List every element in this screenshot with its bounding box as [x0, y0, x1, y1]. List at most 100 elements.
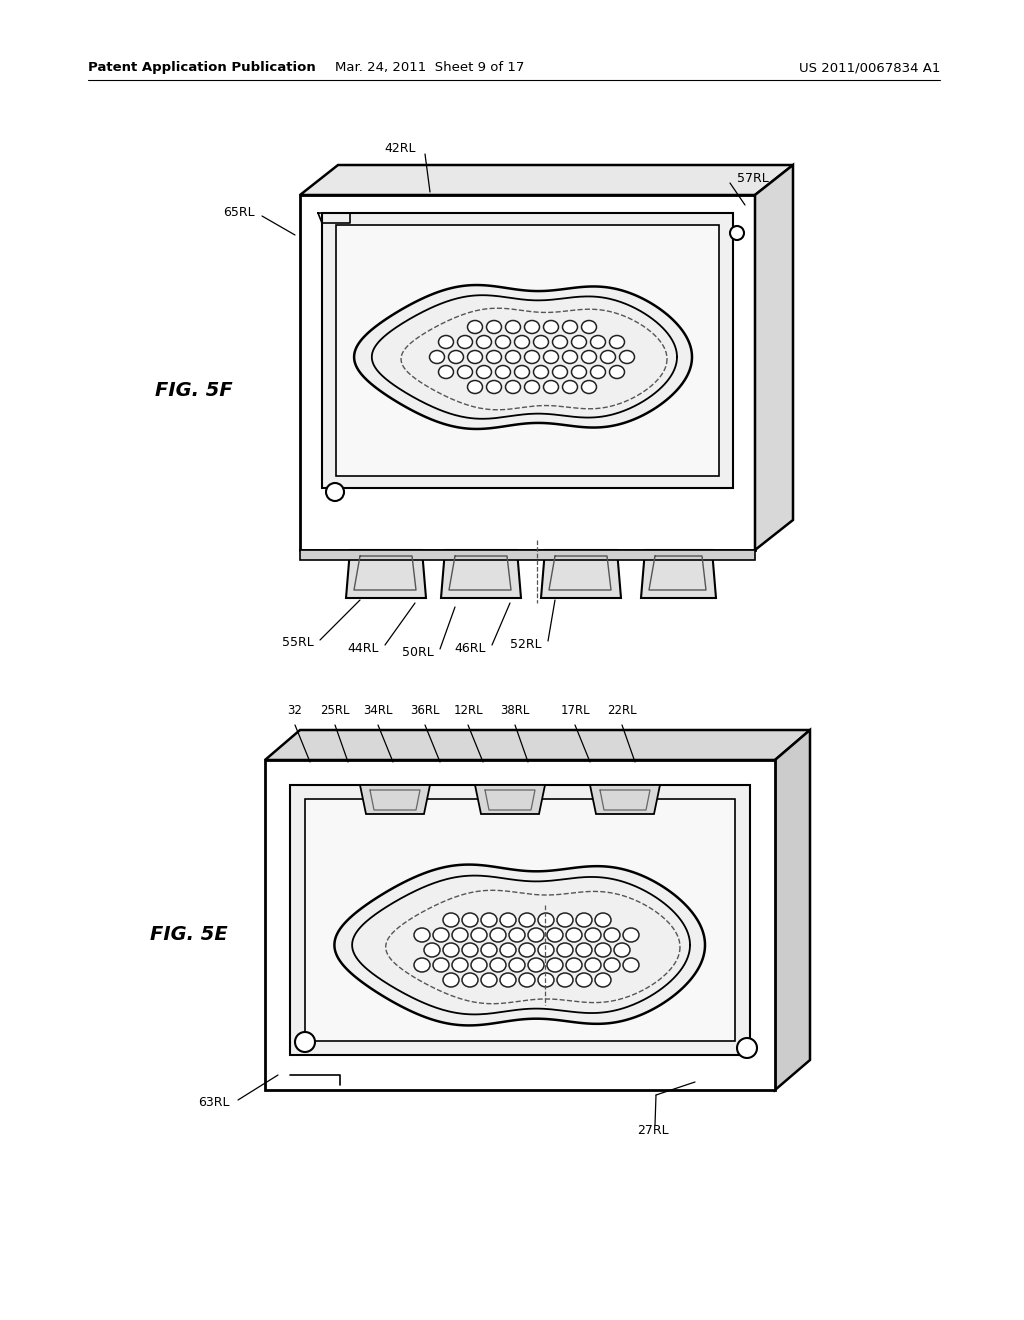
Ellipse shape: [562, 321, 578, 334]
Ellipse shape: [462, 913, 478, 927]
Ellipse shape: [443, 913, 459, 927]
Text: US 2011/0067834 A1: US 2011/0067834 A1: [799, 62, 940, 74]
Ellipse shape: [566, 958, 582, 972]
Ellipse shape: [544, 351, 558, 363]
Ellipse shape: [562, 380, 578, 393]
Ellipse shape: [519, 913, 535, 927]
Ellipse shape: [557, 973, 573, 987]
Ellipse shape: [506, 380, 520, 393]
Polygon shape: [755, 165, 793, 550]
Text: FIG. 5F: FIG. 5F: [155, 380, 232, 400]
Ellipse shape: [471, 928, 487, 942]
Ellipse shape: [566, 928, 582, 942]
Ellipse shape: [547, 928, 563, 942]
Polygon shape: [441, 550, 521, 598]
Ellipse shape: [506, 321, 520, 334]
Text: 22RL: 22RL: [607, 704, 637, 717]
Ellipse shape: [462, 942, 478, 957]
Ellipse shape: [514, 335, 529, 348]
Ellipse shape: [429, 351, 444, 363]
Ellipse shape: [462, 973, 478, 987]
Ellipse shape: [414, 958, 430, 972]
Ellipse shape: [514, 366, 529, 379]
Ellipse shape: [557, 942, 573, 957]
Text: 42RL: 42RL: [384, 141, 416, 154]
Ellipse shape: [509, 958, 525, 972]
Polygon shape: [335, 865, 705, 1026]
Text: 25RL: 25RL: [321, 704, 350, 717]
Ellipse shape: [582, 321, 597, 334]
Ellipse shape: [571, 335, 587, 348]
Text: Mar. 24, 2011  Sheet 9 of 17: Mar. 24, 2011 Sheet 9 of 17: [335, 62, 524, 74]
Ellipse shape: [538, 913, 554, 927]
Text: 63RL: 63RL: [199, 1097, 230, 1110]
Text: Patent Application Publication: Patent Application Publication: [88, 62, 315, 74]
Ellipse shape: [585, 958, 601, 972]
Text: 46RL: 46RL: [455, 642, 486, 655]
Ellipse shape: [486, 321, 502, 334]
Polygon shape: [354, 285, 692, 429]
Text: 34RL: 34RL: [364, 704, 393, 717]
Polygon shape: [265, 760, 775, 1090]
Ellipse shape: [438, 335, 454, 348]
Ellipse shape: [557, 913, 573, 927]
Ellipse shape: [575, 913, 592, 927]
Text: 52RL: 52RL: [510, 638, 542, 651]
Text: 44RL: 44RL: [347, 642, 379, 655]
Ellipse shape: [528, 958, 544, 972]
Ellipse shape: [544, 380, 558, 393]
Polygon shape: [541, 550, 621, 598]
Text: 50RL: 50RL: [402, 645, 434, 659]
Ellipse shape: [614, 942, 630, 957]
Ellipse shape: [519, 942, 535, 957]
Polygon shape: [300, 165, 793, 195]
Polygon shape: [641, 550, 716, 598]
Ellipse shape: [604, 958, 620, 972]
Polygon shape: [360, 785, 430, 814]
Ellipse shape: [575, 973, 592, 987]
Polygon shape: [300, 195, 755, 550]
Text: 55RL: 55RL: [283, 636, 314, 649]
Ellipse shape: [538, 973, 554, 987]
Ellipse shape: [468, 351, 482, 363]
Ellipse shape: [524, 351, 540, 363]
Ellipse shape: [609, 366, 625, 379]
Ellipse shape: [486, 380, 502, 393]
Polygon shape: [290, 785, 750, 1055]
Polygon shape: [336, 224, 719, 477]
Polygon shape: [475, 785, 545, 814]
Polygon shape: [300, 550, 755, 560]
Ellipse shape: [547, 958, 563, 972]
Ellipse shape: [553, 335, 567, 348]
Ellipse shape: [591, 366, 605, 379]
Ellipse shape: [595, 942, 611, 957]
Ellipse shape: [452, 958, 468, 972]
Ellipse shape: [458, 335, 472, 348]
Text: 36RL: 36RL: [411, 704, 439, 717]
Polygon shape: [590, 785, 660, 814]
Ellipse shape: [500, 973, 516, 987]
Text: 12RL: 12RL: [454, 704, 482, 717]
Ellipse shape: [481, 913, 497, 927]
Ellipse shape: [295, 1032, 315, 1052]
Ellipse shape: [424, 942, 440, 957]
Ellipse shape: [414, 928, 430, 942]
Ellipse shape: [471, 958, 487, 972]
Polygon shape: [305, 799, 735, 1041]
Ellipse shape: [326, 483, 344, 502]
Ellipse shape: [609, 335, 625, 348]
Polygon shape: [322, 213, 733, 488]
Polygon shape: [265, 730, 810, 760]
Ellipse shape: [476, 366, 492, 379]
Ellipse shape: [534, 366, 549, 379]
Ellipse shape: [490, 958, 506, 972]
Ellipse shape: [433, 928, 449, 942]
Ellipse shape: [623, 928, 639, 942]
Ellipse shape: [433, 958, 449, 972]
Ellipse shape: [562, 351, 578, 363]
Ellipse shape: [476, 335, 492, 348]
Ellipse shape: [449, 351, 464, 363]
Ellipse shape: [468, 380, 482, 393]
Ellipse shape: [730, 226, 744, 240]
Ellipse shape: [509, 928, 525, 942]
